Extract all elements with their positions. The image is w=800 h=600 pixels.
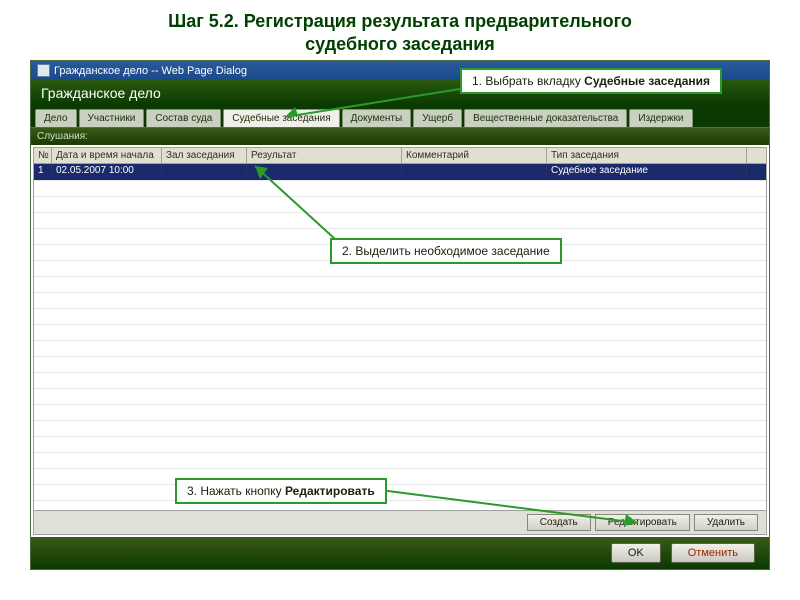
cancel-button[interactable]: Отменить bbox=[671, 543, 755, 563]
page-title: Шаг 5.2. Регистрация результата предвари… bbox=[0, 0, 800, 63]
arrow-3 bbox=[378, 488, 648, 532]
toolbar: Слушания: bbox=[31, 127, 769, 145]
cell-date: 02.05.2007 10:00 bbox=[52, 164, 162, 180]
dialog-footer: OK Отменить bbox=[31, 537, 769, 569]
window-icon bbox=[37, 64, 50, 77]
col-room[interactable]: Зал заседания bbox=[162, 148, 247, 163]
tab-expenses[interactable]: Издержки bbox=[629, 109, 692, 127]
hearings-grid: № Дата и время начала Зал заседания Резу… bbox=[33, 147, 767, 535]
tab-court-composition[interactable]: Состав суда bbox=[146, 109, 221, 127]
titlebar-text: Гражданское дело -- Web Page Dialog bbox=[54, 65, 247, 77]
callout-3-text: 3. Нажать кнопку bbox=[187, 484, 285, 498]
col-number[interactable]: № bbox=[34, 148, 52, 163]
title-line-1: Шаг 5.2. Регистрация результата предвари… bbox=[168, 11, 632, 31]
arrow-2 bbox=[250, 161, 340, 243]
ok-button[interactable]: OK bbox=[611, 543, 661, 563]
col-session-type[interactable]: Тип заседания bbox=[547, 148, 747, 163]
arrow-1 bbox=[280, 87, 465, 122]
delete-button[interactable]: Удалить bbox=[694, 514, 758, 531]
tab-evidence[interactable]: Вещественные доказательства bbox=[464, 109, 627, 127]
table-row[interactable]: 1 02.05.2007 10:00 Судебное заседание bbox=[34, 164, 766, 180]
toolbar-label: Слушания: bbox=[37, 131, 88, 142]
cell-type: Судебное заседание bbox=[547, 164, 747, 180]
tab-case[interactable]: Дело bbox=[35, 109, 77, 127]
cell-comment bbox=[402, 164, 547, 180]
callout-2-text: 2. Выделить необходимое заседание bbox=[342, 244, 550, 258]
tab-participants[interactable]: Участники bbox=[79, 109, 145, 127]
callout-1-text: 1. Выбрать вкладку bbox=[472, 74, 584, 88]
callout-1: 1. Выбрать вкладку Судебные заседания bbox=[460, 68, 722, 94]
col-datetime[interactable]: Дата и время начала bbox=[52, 148, 162, 163]
callout-3-bold: Редактировать bbox=[285, 484, 375, 498]
cell-num: 1 bbox=[34, 164, 52, 180]
grid-body[interactable]: 1 02.05.2007 10:00 Судебное заседание bbox=[34, 164, 766, 510]
cell-room bbox=[162, 164, 247, 180]
callout-2: 2. Выделить необходимое заседание bbox=[330, 238, 562, 264]
callout-3: 3. Нажать кнопку Редактировать bbox=[175, 478, 387, 504]
col-comment[interactable]: Комментарий bbox=[402, 148, 547, 163]
grid-header: № Дата и время начала Зал заседания Резу… bbox=[34, 148, 766, 164]
title-line-2: судебного заседания bbox=[305, 34, 495, 54]
callout-1-bold: Судебные заседания bbox=[584, 74, 710, 88]
